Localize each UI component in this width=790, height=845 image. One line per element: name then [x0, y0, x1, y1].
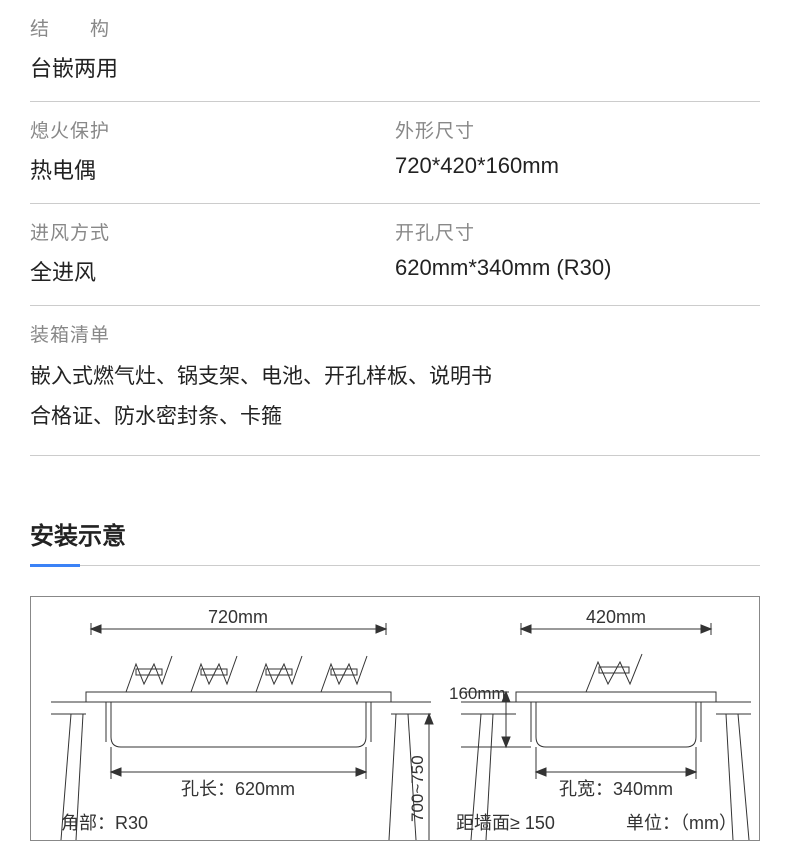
spec-value: 720*420*160mm	[395, 153, 760, 179]
install-title: 安装示意	[30, 516, 760, 565]
dim-side-width: 420mm	[586, 607, 646, 627]
spec-row-packing: 装箱清单 嵌入式燃气灶、锅支架、电池、开孔样板、说明书 合格证、防水密封条、卡箍	[30, 306, 760, 456]
title-underline	[30, 565, 760, 566]
spec-col: 熄火保护 热电偶	[30, 116, 395, 185]
spec-col: 进风方式 全进风	[30, 218, 395, 287]
spec-label: 装箱清单	[30, 320, 760, 347]
spec-value: 台嵌两用	[30, 51, 760, 83]
spec-row-2: 熄火保护 热电偶 外形尺寸 720*420*160mm	[30, 102, 760, 204]
spec-value: 热电偶	[30, 153, 395, 185]
spec-row-structure: 结 构 台嵌两用	[30, 0, 760, 102]
spec-col: 外形尺寸 720*420*160mm	[395, 116, 760, 185]
spec-label: 外形尺寸	[395, 116, 760, 143]
spec-label: 进风方式	[30, 218, 395, 245]
dim-counter-height: 700~750	[408, 755, 427, 822]
dim-hole-length: 孔长：620mm	[181, 779, 295, 799]
spec-value: 全进风	[30, 255, 395, 287]
spec-label: 熄火保护	[30, 116, 395, 143]
dim-hole-width: 孔宽：340mm	[559, 779, 673, 799]
dim-height: 160mm	[449, 684, 506, 703]
spec-label: 开孔尺寸	[395, 218, 760, 245]
spec-label: 结 构	[30, 14, 760, 41]
spec-row-3: 进风方式 全进风 开孔尺寸 620mm*340mm (R30)	[30, 204, 760, 306]
dim-corner: 角部：R30	[61, 813, 148, 833]
dim-wall-dist: 距墙面≥ 150	[456, 813, 555, 833]
spec-value: 嵌入式燃气灶、锅支架、电池、开孔样板、说明书	[30, 357, 760, 397]
dim-unit: 单位：（mm）	[626, 813, 737, 833]
spec-value: 620mm*340mm (R30)	[395, 255, 760, 281]
spec-col: 开孔尺寸 620mm*340mm (R30)	[395, 218, 760, 287]
spec-value: 合格证、防水密封条、卡箍	[30, 397, 760, 437]
diagram-svg: 720mm	[31, 597, 759, 840]
spec-col: 结 构 台嵌两用	[30, 14, 760, 83]
dim-front-width: 720mm	[208, 607, 268, 627]
install-diagram: 720mm	[30, 596, 760, 841]
